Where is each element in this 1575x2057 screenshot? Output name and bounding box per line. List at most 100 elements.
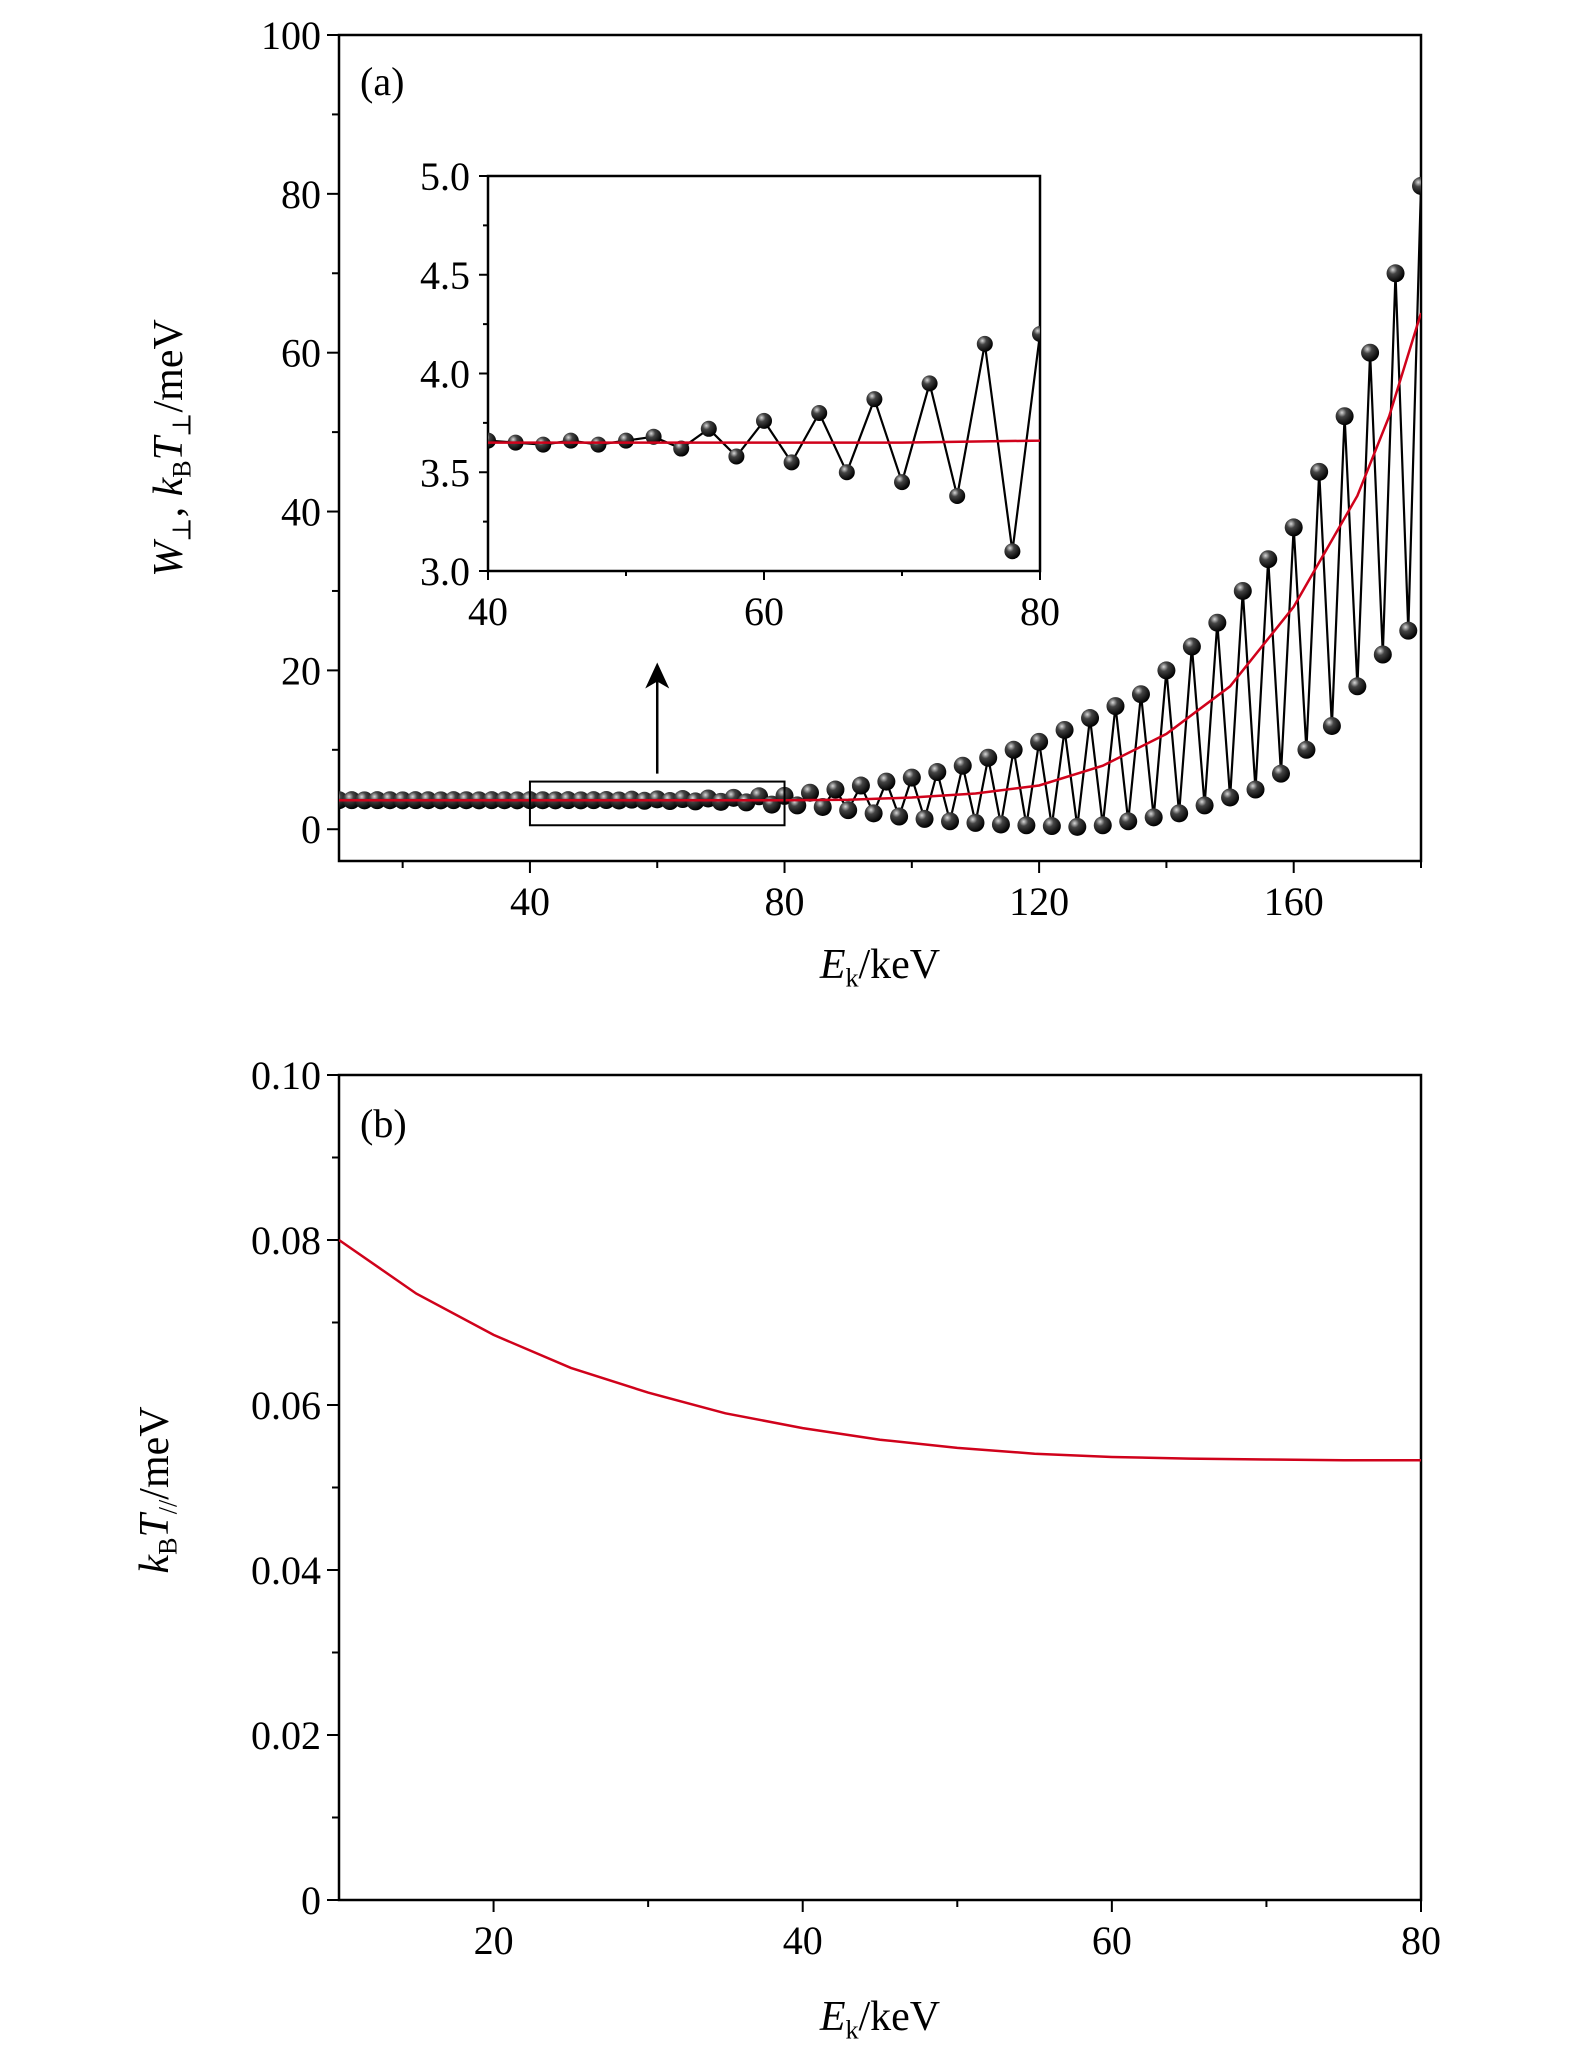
y-axis-title-part: ⊥ [167, 412, 196, 436]
y-tick-label: 60 [281, 331, 321, 376]
data-point [813, 797, 832, 816]
data-point [1259, 550, 1278, 569]
panel-label: (b) [360, 1101, 407, 1146]
x-axis-title-part: /keV [859, 942, 941, 988]
y-tick-label: 0 [301, 807, 321, 852]
y-tick-label: 4.5 [420, 253, 470, 298]
panel-label: (a) [360, 59, 404, 104]
x-tick-label: 40 [468, 589, 508, 634]
data-point [783, 454, 800, 471]
data-point [1106, 697, 1125, 716]
y-axis-title-part: /meV [132, 1406, 178, 1499]
data-point [1042, 817, 1061, 836]
y-axis-title-part: /meV [146, 319, 192, 412]
inset: 40 60 80 3.0 3.5 4.0 4.5 5.0 [420, 154, 1076, 634]
x-axis-title: Ek/keV [819, 942, 940, 992]
data-point [851, 776, 870, 795]
x-tick-label: 80 [1401, 1918, 1441, 1963]
y-tick-label: 0 [301, 1878, 321, 1923]
data-point [991, 815, 1010, 834]
y-axis-title-part: k [146, 476, 192, 496]
y-tick-label: 40 [281, 490, 321, 535]
y-axis-title: kBT///meV [132, 1406, 182, 1573]
y-tick-label: 4.0 [420, 352, 470, 397]
series-points [488, 326, 1076, 579]
data-point [811, 405, 828, 421]
y-axis-title-part: B [153, 1538, 182, 1555]
data-point [1030, 732, 1049, 751]
data-point [979, 748, 998, 767]
data-point [673, 440, 690, 457]
data-point [1004, 740, 1023, 759]
data-point [1361, 343, 1380, 362]
y-axis-title-part: , [146, 496, 192, 517]
data-point [756, 412, 772, 429]
data-point [728, 448, 745, 465]
y-tick-label: 20 [281, 648, 321, 693]
data-point [800, 783, 819, 802]
data-point [1032, 326, 1040, 342]
data-point [1017, 816, 1036, 835]
data-point [1060, 563, 1076, 579]
inset-background [488, 176, 1040, 571]
series-line [339, 1238, 1421, 1462]
y-axis-title-part: ⊥ [167, 517, 196, 541]
x-axis-title-part: k [845, 963, 859, 992]
x-tick-label: 40 [783, 1918, 823, 1963]
y-axis-title: W⊥, kBT⊥/meV [146, 319, 196, 577]
data-point [953, 756, 972, 775]
y-tick-label: 0.06 [251, 1383, 321, 1428]
data-point [1093, 816, 1112, 835]
data-point [1068, 817, 1087, 836]
y-axis-title-part: T [132, 1512, 178, 1538]
plot-frame [337, 1073, 1423, 1902]
data-point [700, 420, 717, 437]
data-point [976, 335, 993, 352]
y-tick-label: 80 [281, 172, 321, 217]
data-point [1157, 661, 1176, 680]
data-point [949, 487, 966, 504]
data-point [645, 428, 662, 445]
y-tick-label: 3.0 [420, 549, 470, 594]
y-tick-label: 5.0 [420, 154, 470, 199]
y-tick-label: 0.02 [251, 1713, 321, 1758]
y-tick-label: 3.5 [420, 450, 470, 495]
x-axis-title-part: E [819, 1994, 846, 2040]
y-tick-label: 100 [261, 13, 321, 58]
data-point [966, 813, 985, 832]
data-point [866, 391, 883, 408]
series-curve [339, 1238, 1421, 1462]
data-point [1131, 685, 1150, 704]
data-point [864, 804, 883, 823]
data-point [915, 809, 934, 828]
highlight-box [528, 780, 786, 827]
data-point [1246, 780, 1265, 799]
data-point [941, 812, 960, 831]
data-point [1373, 645, 1392, 664]
y-tick-label: 0.04 [251, 1548, 321, 1593]
data-point [1322, 716, 1341, 735]
y-axis-title-part: W [146, 538, 192, 577]
data-point [1208, 613, 1227, 632]
data-point [826, 780, 845, 799]
data-point [535, 436, 552, 453]
data-point [1386, 264, 1405, 283]
y-axis-title-part: B [167, 460, 196, 477]
data-point [1144, 808, 1163, 827]
x-tick-label: 120 [1009, 879, 1069, 924]
x-tick-label: 60 [1092, 1918, 1132, 1963]
y-axis-title-part: T [146, 434, 192, 460]
panel-b: 20 40 60 8000.020.040.060.080.10(b)Ek/keVkB… [132, 1053, 1441, 2044]
data-point [1182, 637, 1201, 656]
data-point [590, 436, 607, 453]
data-point [921, 375, 938, 392]
y-axis-title-part: k [132, 1554, 178, 1574]
y-tick-label: 0.10 [251, 1053, 321, 1098]
x-tick-label: 40 [510, 879, 550, 924]
data-point [1335, 407, 1354, 426]
data-point [1399, 621, 1418, 640]
data-point [618, 432, 634, 449]
x-axis-title-part: k [845, 2015, 859, 2044]
x-axis-title: Ek/keV [819, 1994, 940, 2044]
